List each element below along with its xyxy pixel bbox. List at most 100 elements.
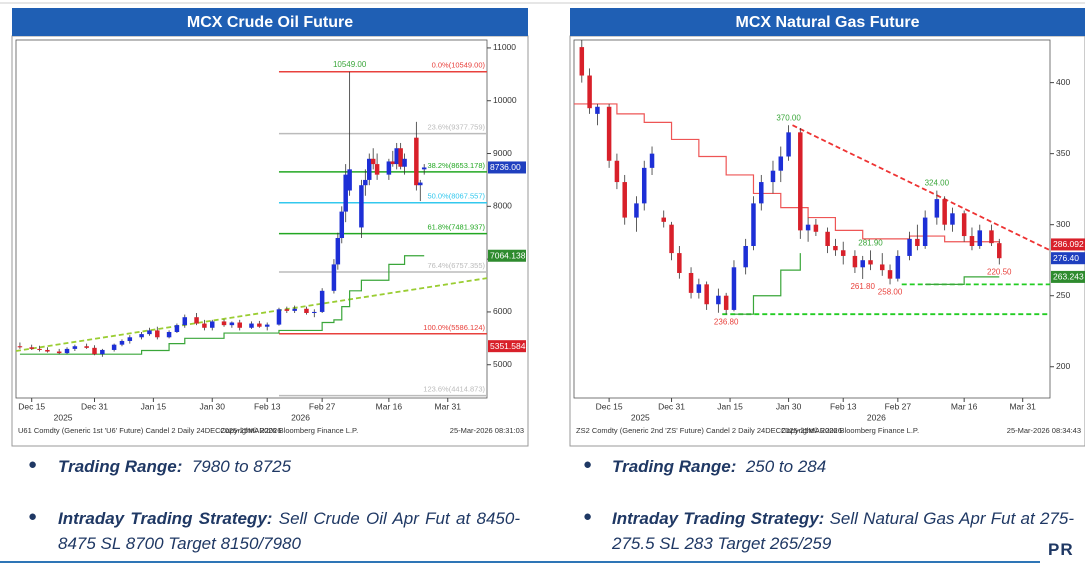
x-tick-label: Feb 13 [254,401,281,411]
fib-label: 123.6%(4414.873) [423,385,485,394]
candle-body [155,330,160,338]
candle-body [606,106,612,161]
x-tick-label: Feb 13 [830,401,857,411]
note: Trading Range: 250 to 284 [612,454,1074,479]
candle-body [402,158,407,167]
candle-body [696,284,702,293]
candle-body [868,260,873,265]
note-text: Sell Natural Gas Apr Fut at 275-275.5 SL… [612,509,1074,553]
candle-body [595,106,600,114]
candle-body [210,321,215,328]
candle-body [677,253,682,273]
candle-body [418,182,423,186]
price-box [488,340,526,353]
note: Intraday Trading Strategy: Sell Natural … [612,506,1074,556]
candle-body [977,230,983,246]
title-bar [12,8,528,36]
charts: MCX Crude Oil Future50006000700080009000… [0,2,1085,447]
candle-body [778,156,784,171]
y-tick-label: 400 [1056,77,1070,87]
title-bar [570,8,1085,36]
candle-body [335,238,341,265]
candle-body [264,324,270,327]
candle-body [922,217,928,246]
x-year-label: 2026 [867,412,886,422]
candle-body [704,284,709,305]
candle-body [182,317,188,326]
price-box [1051,238,1085,251]
price-box [488,249,526,262]
price-box-label: 263.243 [1053,272,1084,282]
candle-body [860,260,865,268]
fib-label: 23.6%(9377.759) [427,123,485,132]
footer-left: ZS2 Comdty (Generic 2nd 'ZS' Future) Can… [576,426,842,435]
fib-label: 76.4%(6757.355) [427,261,485,270]
candle-body [56,351,62,354]
candle-body [915,238,920,246]
footer-center: Copyright© 2026 Bloomberg Finance L.P. [220,426,358,435]
candle-body [614,160,620,183]
note-heading: Intraday Trading Strategy: [612,509,825,528]
y-tick-label: 200 [1056,361,1070,371]
candle-body [751,203,756,246]
candle-body [347,169,352,191]
annotation: 258.00 [878,287,903,296]
candle-body [37,348,42,350]
candle-body [622,182,627,218]
candle-body [723,295,729,310]
x-tick-label: Mar 31 [435,401,462,411]
note: Intraday Trading Strategy: Sell Crude Oi… [58,506,520,556]
candle-body [84,346,89,348]
candle-body [587,75,592,109]
candle-body [969,236,975,246]
annotation: 261.80 [850,282,875,291]
candle-body [276,309,282,325]
x-tick-label: Jan 15 [141,401,167,411]
candle-body [370,158,376,165]
candle-body [798,132,803,231]
fib-label: 38.2%(8653.178) [427,161,485,170]
x-tick-label: Dec 31 [658,401,685,411]
x-year-label: 2025 [54,412,73,422]
logo: PR [1048,540,1074,559]
x-tick-label: Jan 30 [776,401,802,411]
candle-body [825,231,830,246]
candle-body [374,164,380,175]
plot-area [573,39,1051,399]
candle-body [202,323,207,328]
candle-body [743,245,748,268]
x-tick-label: Dec 15 [596,401,623,411]
x-tick-label: Dec 15 [18,401,45,411]
bottom-rule [0,561,1040,563]
note-heading: Trading Range: [612,457,737,476]
candle-body [359,185,364,228]
candle-body [950,213,955,225]
candle-body [319,290,325,312]
note-text: 7980 to 8725 [191,457,292,476]
candle-body [363,179,368,186]
candle-body [786,132,791,157]
candle-body [343,174,348,212]
candle-body [72,346,78,349]
x-year-label: 2026 [291,412,310,422]
candle-body [989,230,994,244]
candle-body [634,203,639,218]
note-heading: Trading Range: [58,457,183,476]
candle-body [100,349,105,355]
footer-right: 25-Mar-2026 08:31:03 [450,426,524,435]
bullet: ● [28,456,38,473]
note: Trading Range: 7980 to 8725 [58,454,520,479]
x-tick-label: Mar 16 [951,401,978,411]
price-box-label: 7064.138 [490,250,526,260]
candle-body [292,308,297,311]
annotation: 10549.00 [333,60,367,69]
plot-area [15,39,488,399]
candle-body [92,347,97,355]
candle-body [139,334,144,338]
candle-body [45,349,50,352]
candle-body [997,243,1002,259]
candle-body [174,325,180,332]
candle-body [895,255,901,279]
candle-body [229,322,235,326]
